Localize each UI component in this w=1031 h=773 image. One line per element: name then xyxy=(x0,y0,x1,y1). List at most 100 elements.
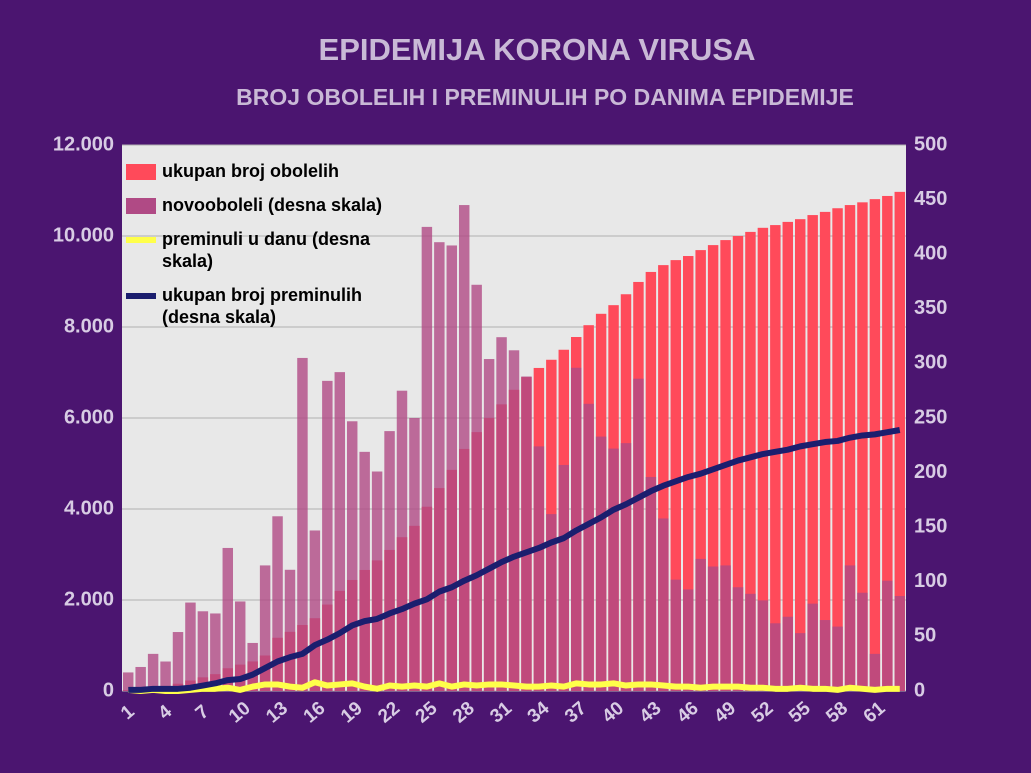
bar xyxy=(409,418,420,691)
bar xyxy=(496,337,507,691)
bar xyxy=(172,632,184,691)
y2-tick-label: 150 xyxy=(914,515,947,537)
line xyxy=(128,427,901,693)
y-tick-label: 2.000 xyxy=(64,588,114,610)
x-tick-label: 55 xyxy=(785,698,815,728)
bar xyxy=(720,565,731,691)
x-tick-label: 16 xyxy=(300,698,330,728)
bar xyxy=(882,195,893,691)
bar xyxy=(894,595,906,691)
bar xyxy=(147,653,159,691)
bar xyxy=(558,464,570,691)
bar xyxy=(807,215,818,691)
legend-item: preminuli u danu (desna skala) xyxy=(126,228,426,272)
bar xyxy=(284,569,296,691)
bar xyxy=(384,431,395,691)
bar xyxy=(608,448,619,691)
bar xyxy=(458,205,470,691)
bar xyxy=(297,357,308,691)
bar xyxy=(695,558,706,691)
bar xyxy=(446,245,458,692)
legend-item: novooboleli (desna skala) xyxy=(126,194,426,216)
bar xyxy=(633,378,644,691)
bar xyxy=(471,284,482,691)
bar xyxy=(707,566,719,691)
x-tick-label: 34 xyxy=(524,698,554,728)
x-tick-label: 19 xyxy=(337,698,367,728)
x-tick-label: 58 xyxy=(822,698,852,728)
bar xyxy=(272,516,283,691)
bar xyxy=(396,390,408,691)
bar xyxy=(322,380,333,691)
bar xyxy=(844,205,856,691)
x-tick-label: 25 xyxy=(412,698,442,728)
line xyxy=(127,679,900,694)
bar xyxy=(346,421,358,691)
bar xyxy=(434,242,445,692)
bar xyxy=(185,602,196,691)
bar xyxy=(309,530,321,691)
bar xyxy=(819,620,831,691)
bar xyxy=(135,666,146,691)
bar xyxy=(832,626,843,691)
bar xyxy=(894,191,906,692)
y2-tick-label: 0 xyxy=(914,679,925,701)
y2-tick-label: 300 xyxy=(914,352,947,374)
bar xyxy=(620,443,632,691)
bar xyxy=(546,514,557,691)
legend-label: novooboleli (desna skala) xyxy=(162,195,383,215)
bar xyxy=(782,616,794,691)
bar xyxy=(210,613,221,691)
y2-tick-label: 50 xyxy=(914,625,936,647)
y2-tick-label: 100 xyxy=(914,570,947,592)
bar xyxy=(869,653,881,691)
bar xyxy=(857,592,868,691)
x-tick-label: 13 xyxy=(262,698,292,728)
y-tick-label: 8.000 xyxy=(64,315,114,337)
bar xyxy=(234,601,246,691)
bar xyxy=(782,221,794,691)
bar xyxy=(844,565,856,691)
legend-label: preminuli u danu (desna skala) xyxy=(162,229,371,271)
bar xyxy=(745,231,756,691)
y-tick-label: 10.000 xyxy=(53,224,114,246)
bar xyxy=(745,593,756,691)
legend-swatch xyxy=(126,164,156,180)
y2-tick-label: 350 xyxy=(914,297,947,319)
bar xyxy=(197,611,209,691)
y-tick-label: 6.000 xyxy=(64,406,114,428)
bar xyxy=(595,436,607,691)
bar xyxy=(521,376,532,691)
y2-tick-label: 450 xyxy=(914,188,947,210)
y2-tick-label: 250 xyxy=(914,406,947,428)
bar xyxy=(807,603,818,691)
legend: ukupan broj obolelih novooboleli (desna s… xyxy=(126,160,426,340)
legend-item: ukupan broj obolelih xyxy=(126,160,426,182)
bar xyxy=(508,350,520,691)
x-tick-label: 7 xyxy=(192,701,214,724)
bar xyxy=(882,580,893,691)
bar xyxy=(832,208,843,691)
y-tick-label: 0 xyxy=(103,679,114,701)
x-tick-label: 31 xyxy=(486,698,516,728)
x-tick-label: 1 xyxy=(117,701,139,724)
bar xyxy=(770,225,781,691)
x-tick-label: 22 xyxy=(374,698,404,728)
bar xyxy=(359,451,370,691)
legend-label: ukupan broj preminulih (desna skala) xyxy=(162,285,363,327)
bar xyxy=(670,579,682,691)
y-tick-label: 12.000 xyxy=(53,133,114,155)
bar xyxy=(794,219,806,692)
x-tick-label: 4 xyxy=(154,701,176,724)
chart-subtitle: BROJ OBOLELIH I PREMINULIH PO DANIMA EPI… xyxy=(236,84,854,110)
bar xyxy=(757,600,769,691)
x-tick-label: 61 xyxy=(860,698,890,728)
bar xyxy=(770,623,781,691)
bar xyxy=(533,446,545,691)
bar xyxy=(757,227,769,691)
x-tick-label: 43 xyxy=(636,698,666,728)
bar xyxy=(658,265,669,691)
y2-tick-label: 200 xyxy=(914,461,947,483)
